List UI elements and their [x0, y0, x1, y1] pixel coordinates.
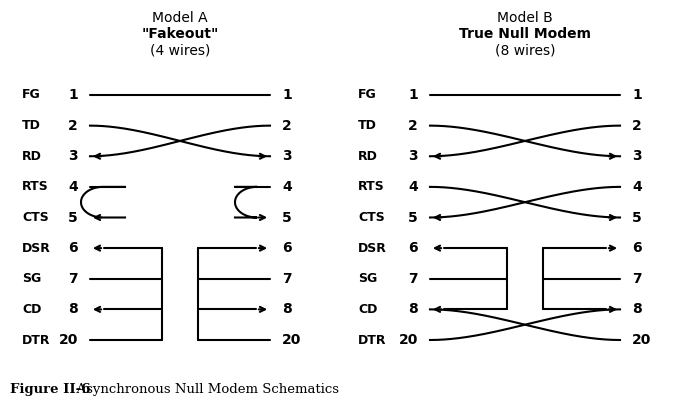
Text: 2: 2	[408, 119, 418, 133]
Text: Figure II-6: Figure II-6	[10, 383, 90, 397]
Text: 4: 4	[632, 180, 642, 194]
Text: 4: 4	[282, 180, 292, 194]
Text: 20: 20	[398, 333, 418, 347]
Text: FG: FG	[358, 89, 377, 101]
Text: 20: 20	[58, 333, 78, 347]
Text: 8: 8	[408, 302, 418, 316]
Text: RTS: RTS	[22, 180, 49, 193]
Text: 2: 2	[282, 119, 292, 133]
Text: 8: 8	[282, 302, 292, 316]
Text: CD: CD	[358, 303, 377, 316]
Text: TD: TD	[22, 119, 41, 132]
Text: 20: 20	[282, 333, 301, 347]
Text: Model B: Model B	[497, 11, 553, 25]
Text: 5: 5	[408, 211, 418, 225]
Text: 1: 1	[68, 88, 78, 102]
Text: 4: 4	[408, 180, 418, 194]
Text: 3: 3	[69, 149, 78, 163]
Text: True Null Modem: True Null Modem	[459, 27, 591, 41]
Text: CD: CD	[22, 303, 41, 316]
Text: 7: 7	[282, 272, 292, 286]
Text: Asynchronous Null Modem Schematics: Asynchronous Null Modem Schematics	[68, 383, 339, 397]
Text: CTS: CTS	[22, 211, 49, 224]
Text: 2: 2	[632, 119, 642, 133]
Text: DSR: DSR	[358, 242, 387, 255]
Text: 7: 7	[632, 272, 642, 286]
Text: 1: 1	[408, 88, 418, 102]
Text: CTS: CTS	[358, 211, 385, 224]
Text: Model A: Model A	[152, 11, 208, 25]
Text: DTR: DTR	[22, 334, 50, 346]
Text: 5: 5	[632, 211, 642, 225]
Text: SG: SG	[22, 272, 41, 285]
Text: (4 wires): (4 wires)	[150, 43, 210, 57]
Text: "Fakeout": "Fakeout"	[141, 27, 219, 41]
Text: 3: 3	[632, 149, 642, 163]
Text: 6: 6	[69, 241, 78, 255]
Text: DSR: DSR	[22, 242, 51, 255]
Text: 5: 5	[68, 211, 78, 225]
Text: 8: 8	[632, 302, 642, 316]
Text: DTR: DTR	[358, 334, 386, 346]
Text: 1: 1	[282, 88, 292, 102]
Text: 3: 3	[282, 149, 292, 163]
Text: 4: 4	[68, 180, 78, 194]
Text: 20: 20	[632, 333, 651, 347]
Text: 1: 1	[632, 88, 642, 102]
Text: RD: RD	[358, 150, 378, 163]
Text: (8 wires): (8 wires)	[495, 43, 556, 57]
Text: 5: 5	[282, 211, 292, 225]
Text: 7: 7	[409, 272, 418, 286]
Text: 3: 3	[409, 149, 418, 163]
Text: SG: SG	[358, 272, 377, 285]
Text: 6: 6	[282, 241, 292, 255]
Text: 7: 7	[69, 272, 78, 286]
Text: 6: 6	[632, 241, 642, 255]
Text: RD: RD	[22, 150, 42, 163]
Text: 8: 8	[68, 302, 78, 316]
Text: 2: 2	[68, 119, 78, 133]
Text: TD: TD	[358, 119, 377, 132]
Text: FG: FG	[22, 89, 41, 101]
Text: 6: 6	[409, 241, 418, 255]
Text: RTS: RTS	[358, 180, 385, 193]
